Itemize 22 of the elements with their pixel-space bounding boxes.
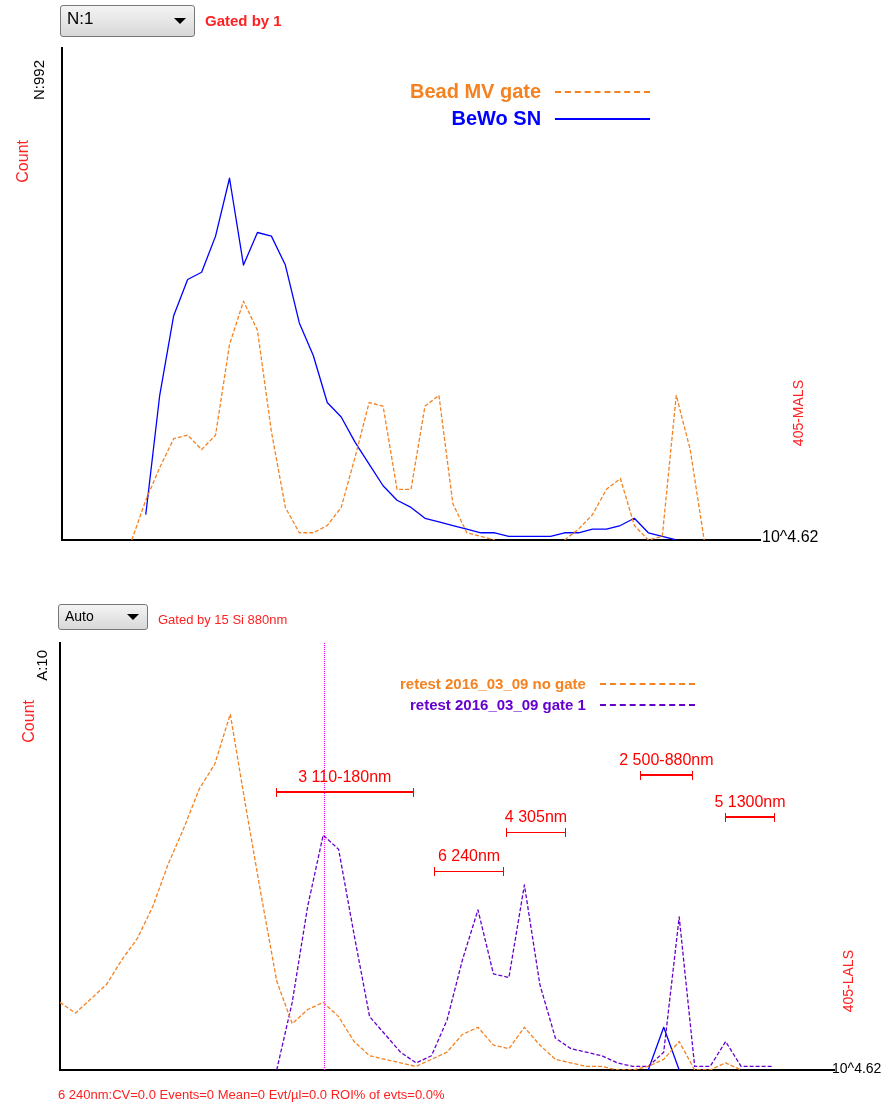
text: 405-LALS [840,950,856,1013]
text: Auto [58,604,148,630]
text: N:1 [60,5,195,37]
annotation: 10^4.62 [832,1060,882,1076]
text: Gated by 15 Si 880nm [158,612,288,627]
text: 405-MALS [790,380,806,447]
annotation: 6 240nm [437,846,501,865]
legend-label: Bead MV gate [410,80,542,103]
annotation: 5 1300nm [714,793,786,812]
legend-label: BeWo SN [451,107,542,130]
text: retest 2016_03_09 no gate [400,675,586,692]
text: N:992 [30,60,47,101]
text: 6 240nm:CV=0.0 Events=0 Mean=0 Evt/µl=0.0 ROI% of evts=0.0% [58,1087,445,1102]
text: 10^4.62 [762,528,819,546]
annotation: 4 305nm [504,807,568,826]
annotation: 2 500-880nm [619,750,714,769]
text: retest 2016_03_09 gate 1 [409,696,586,713]
y-axis-title: Count [14,140,32,183]
y-axis-title: Count [20,700,38,743]
text: Gated by 1 [205,12,282,29]
annotation: 3 110-180nm [298,768,392,787]
text: A:10 [33,650,50,681]
